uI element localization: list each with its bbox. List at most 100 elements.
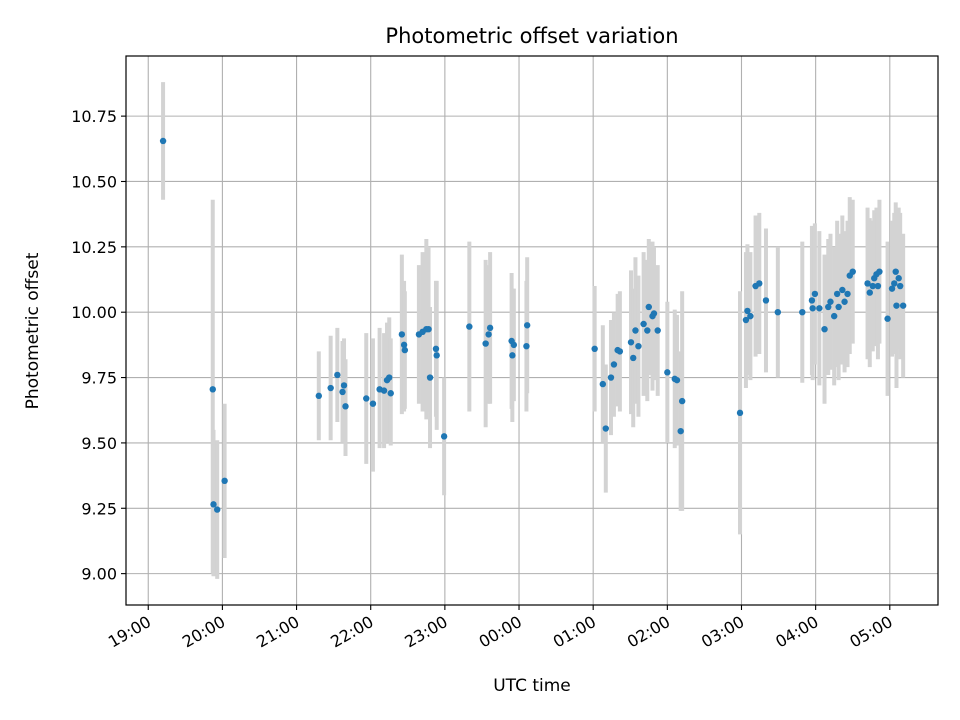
data-point	[742, 316, 750, 324]
data-point	[677, 427, 684, 435]
x-axis-title: UTC time	[493, 676, 571, 696]
data-point	[387, 390, 394, 397]
y-tick-label: 10.50	[71, 172, 117, 191]
data-point	[342, 403, 349, 410]
data-point	[736, 409, 744, 417]
data-point	[632, 327, 639, 334]
y-tick-label: 9.00	[81, 565, 117, 584]
data-point	[799, 309, 806, 316]
data-point	[864, 280, 871, 287]
data-point	[523, 342, 530, 350]
y-axis-title: Photometric offset	[23, 252, 43, 409]
data-point	[893, 302, 900, 309]
data-point	[327, 384, 334, 392]
data-point	[644, 327, 651, 334]
data-point	[334, 371, 341, 379]
data-point	[386, 374, 393, 381]
chart-title: Photometric offset variation	[385, 24, 678, 48]
y-axis: 9.00 9.25 9.50 9.75 10.00 10.25 10.50 10.75	[71, 107, 126, 584]
data-point	[884, 315, 891, 322]
data-point	[866, 289, 873, 296]
data-point	[340, 382, 348, 389]
data-point	[809, 305, 816, 312]
data-point	[440, 433, 448, 440]
data-point	[645, 303, 652, 311]
data-point	[627, 339, 635, 346]
data-point	[841, 298, 848, 305]
data-point	[510, 341, 518, 349]
data-point	[466, 323, 473, 330]
data-point	[591, 345, 598, 352]
data-point	[747, 312, 754, 320]
data-point	[744, 307, 751, 315]
data-point	[635, 342, 642, 350]
y-tick-label: 9.50	[81, 434, 117, 453]
data-points	[159, 137, 907, 513]
data-point	[835, 303, 842, 311]
data-point	[808, 297, 816, 304]
data-point	[486, 324, 494, 332]
data-point	[896, 282, 904, 290]
data-point	[678, 397, 686, 405]
data-point	[599, 380, 607, 388]
data-point	[821, 325, 828, 333]
data-point	[830, 312, 838, 320]
data-point	[616, 348, 624, 355]
data-point	[523, 322, 531, 329]
data-point	[874, 282, 882, 290]
data-point	[426, 374, 434, 381]
data-point	[654, 327, 661, 334]
data-point	[827, 298, 834, 305]
data-point	[756, 280, 763, 287]
data-point	[315, 392, 323, 400]
data-point	[210, 501, 217, 508]
data-point	[398, 331, 406, 338]
data-point	[369, 400, 377, 407]
data-point	[891, 280, 898, 287]
data-point	[425, 325, 432, 333]
data-point	[401, 346, 409, 354]
data-point	[844, 290, 851, 298]
data-point	[400, 341, 408, 349]
data-point	[610, 361, 618, 368]
y-tick-label: 9.25	[81, 499, 117, 518]
data-point	[433, 352, 440, 359]
data-point	[221, 477, 228, 485]
y-tick-label: 10.00	[71, 303, 117, 322]
data-point	[895, 275, 902, 282]
data-point	[363, 395, 370, 402]
data-point	[159, 137, 167, 145]
data-point	[630, 354, 637, 362]
data-point	[774, 309, 782, 316]
plot-frame	[125, 55, 939, 606]
data-point	[664, 369, 671, 376]
y-tick-label: 9.75	[81, 369, 117, 388]
data-point	[485, 331, 492, 338]
data-point	[673, 376, 681, 384]
data-point	[214, 506, 221, 513]
y-tick-label: 10.25	[71, 238, 117, 257]
data-point	[876, 268, 883, 275]
data-point	[888, 285, 896, 292]
data-point	[339, 388, 346, 396]
data-point	[833, 290, 841, 298]
data-point	[607, 374, 615, 381]
y-tick-label: 10.75	[71, 107, 117, 126]
data-point	[650, 310, 658, 317]
data-point	[762, 297, 770, 304]
data-point	[825, 303, 832, 311]
data-point	[811, 290, 819, 298]
data-point	[209, 386, 216, 393]
data-point	[899, 302, 907, 309]
data-point	[432, 345, 440, 352]
data-point	[380, 387, 388, 394]
data-point	[640, 320, 647, 328]
data-point	[849, 268, 856, 275]
data-point	[482, 340, 489, 347]
data-point	[602, 425, 609, 432]
data-point	[509, 352, 516, 359]
data-point	[869, 282, 876, 290]
data-point	[839, 286, 846, 294]
